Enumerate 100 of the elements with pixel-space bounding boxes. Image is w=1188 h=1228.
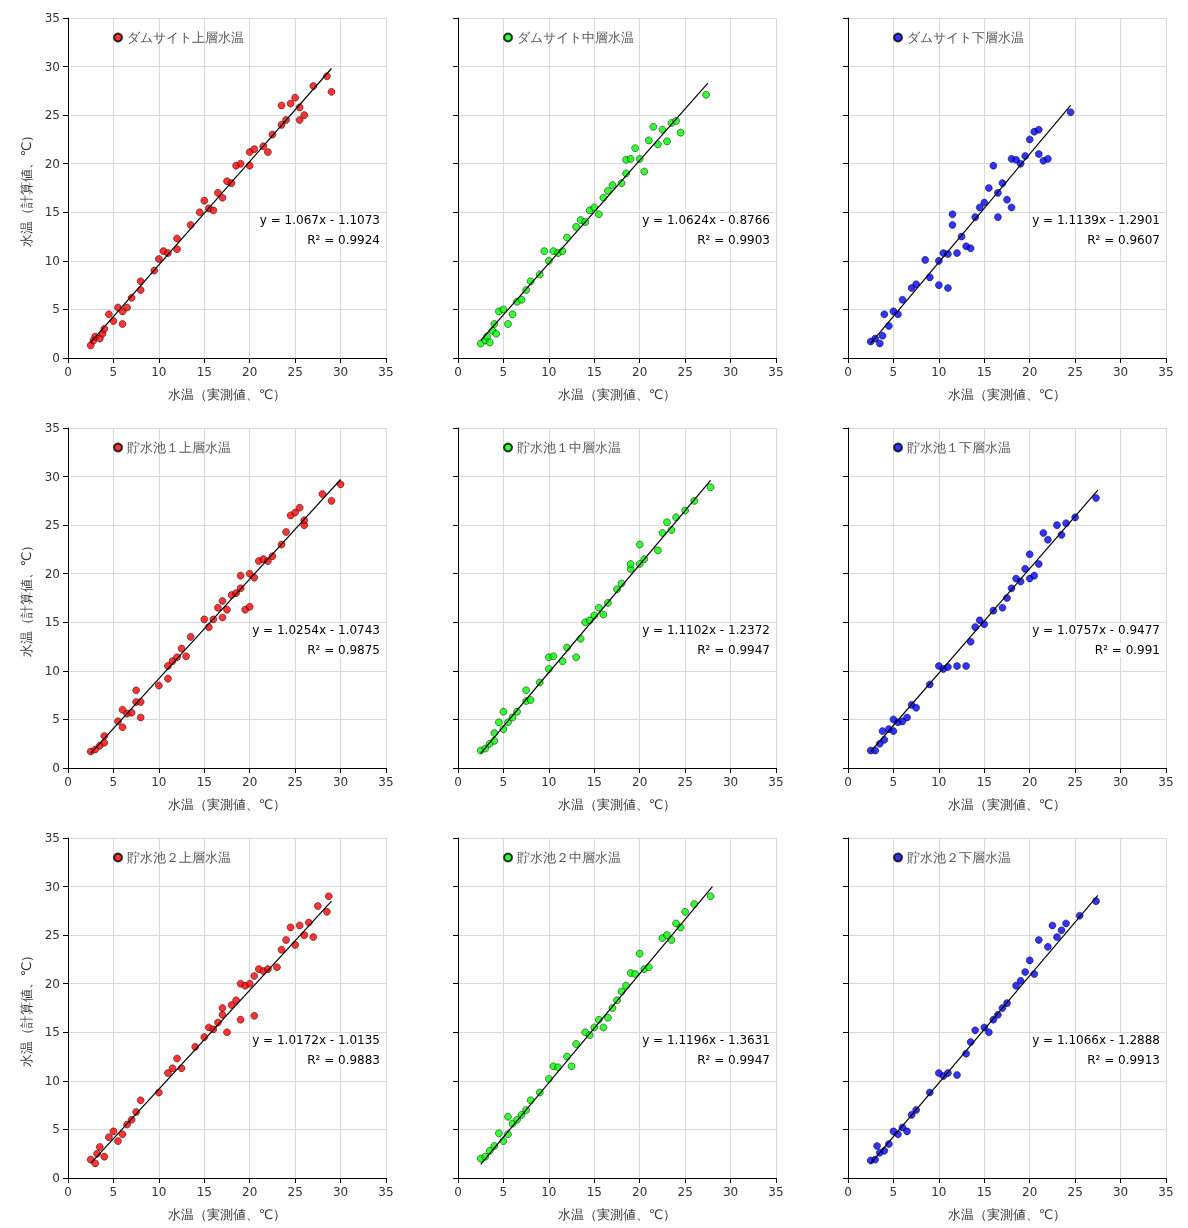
x-tick-label: 30 bbox=[722, 365, 739, 379]
x-tick-label: 35 bbox=[1158, 365, 1174, 379]
y-tick-label: 35 bbox=[44, 11, 60, 25]
x-tick-label: 0 bbox=[64, 365, 72, 379]
x-tick-label: 30 bbox=[1112, 365, 1129, 379]
x-tick-label: 25 bbox=[1067, 775, 1083, 789]
annotation: y = 1.0172x - 1.0135 bbox=[252, 1033, 381, 1047]
y-tick-label: 35 bbox=[44, 421, 60, 435]
y-tick-label: 25 bbox=[44, 518, 60, 533]
x-tick-label: 10 bbox=[541, 1185, 557, 1199]
x-tick-label: 20 bbox=[242, 1185, 258, 1199]
x-tick-label: 25 bbox=[1067, 365, 1083, 379]
annotation: y = 1.0624x - 0.8766 bbox=[642, 213, 771, 227]
y-tick-label: 20 bbox=[44, 976, 60, 991]
x-tick-label: 35 bbox=[378, 1185, 394, 1199]
x-tick-label: 35 bbox=[768, 1185, 784, 1199]
legend-label: 貯水池１上層水温 bbox=[127, 440, 231, 455]
legend-label: ダムサイト上層水温 bbox=[127, 30, 244, 45]
y-tick-label: 10 bbox=[44, 663, 60, 678]
x-tick-label: 25 bbox=[287, 1185, 303, 1199]
annotation: y = 1.0254x - 1.0743 bbox=[252, 623, 381, 637]
x-tick-label: 10 bbox=[931, 775, 947, 789]
y-tick-label: 25 bbox=[44, 928, 60, 943]
x-tick-label: 20 bbox=[1022, 775, 1038, 789]
y-tick-label: 5 bbox=[52, 302, 60, 317]
x-tick-label: 35 bbox=[768, 365, 784, 379]
x-axis-title: 水温（実測値、℃） bbox=[947, 387, 1067, 402]
x-tick-label: 20 bbox=[1022, 1185, 1038, 1199]
x-tick-label: 10 bbox=[151, 365, 167, 379]
annotation: y = 1.1102x - 1.2372 bbox=[642, 623, 771, 637]
x-tick-label: 5 bbox=[499, 775, 508, 789]
y-tick-label: 30 bbox=[44, 879, 60, 894]
x-tick-label: 30 bbox=[722, 775, 739, 789]
x-tick-label: 30 bbox=[332, 1185, 349, 1199]
x-tick-label: 0 bbox=[844, 775, 852, 789]
x-axis-title: 水温（実測値、℃） bbox=[167, 797, 287, 812]
y-tick-label: 15 bbox=[44, 615, 60, 630]
annotation: R² = 0.9883 bbox=[307, 1053, 381, 1067]
annotation: R² = 0.9903 bbox=[697, 233, 771, 247]
x-tick-label: 20 bbox=[1022, 365, 1038, 379]
x-tick-label: 20 bbox=[242, 775, 258, 789]
legend-label: 貯水池２中層水温 bbox=[517, 850, 621, 865]
y-tick-label: 0 bbox=[52, 1171, 60, 1185]
annotation: y = 1.1066x - 1.2888 bbox=[1032, 1033, 1161, 1047]
x-tick-label: 25 bbox=[677, 1185, 693, 1199]
x-tick-label: 35 bbox=[1158, 775, 1174, 789]
x-tick-label: 0 bbox=[454, 365, 462, 379]
legend-label: ダムサイト下層水温 bbox=[907, 30, 1024, 45]
legend-label: 貯水池２下層水温 bbox=[907, 850, 1011, 865]
x-tick-label: 10 bbox=[541, 365, 557, 379]
x-tick-label: 20 bbox=[242, 365, 258, 379]
x-tick-label: 0 bbox=[64, 1185, 72, 1199]
x-tick-label: 35 bbox=[768, 775, 784, 789]
x-tick-label: 20 bbox=[632, 1185, 648, 1199]
x-tick-label: 20 bbox=[632, 775, 648, 789]
y-tick-label: 25 bbox=[44, 108, 60, 123]
x-tick-label: 5 bbox=[889, 365, 898, 379]
y-axis-title: 水温（計算値、℃） bbox=[19, 128, 34, 248]
y-tick-label: 0 bbox=[52, 351, 60, 365]
x-tick-label: 10 bbox=[931, 1185, 947, 1199]
annotation: y = 1.1139x - 1.2901 bbox=[1032, 213, 1161, 227]
y-tick-label: 5 bbox=[52, 712, 60, 727]
y-axis-title: 水温（計算値、℃） bbox=[19, 948, 34, 1068]
x-tick-label: 0 bbox=[844, 365, 852, 379]
x-tick-label: 30 bbox=[722, 1185, 739, 1199]
annotation: R² = 0.991 bbox=[1094, 643, 1160, 657]
x-tick-label: 0 bbox=[454, 1185, 462, 1199]
y-axis-title: 水温（計算値、℃） bbox=[19, 538, 34, 658]
x-tick-label: 30 bbox=[332, 365, 349, 379]
x-tick-label: 5 bbox=[109, 365, 118, 379]
y-tick-label: 15 bbox=[44, 205, 60, 220]
y-tick-label: 5 bbox=[52, 1122, 60, 1137]
x-tick-label: 15 bbox=[976, 1185, 992, 1199]
x-tick-label: 35 bbox=[1158, 1185, 1174, 1199]
x-tick-label: 15 bbox=[976, 775, 992, 789]
x-tick-label: 25 bbox=[287, 775, 303, 789]
x-axis-title: 水温（実測値、℃） bbox=[947, 1207, 1067, 1222]
x-axis-title: 水温（実測値、℃） bbox=[557, 797, 677, 812]
legend-label: 貯水池１下層水温 bbox=[907, 440, 1011, 455]
y-tick-label: 30 bbox=[44, 59, 60, 74]
x-tick-label: 35 bbox=[378, 365, 394, 379]
annotation: R² = 0.9947 bbox=[697, 1053, 771, 1067]
y-tick-label: 20 bbox=[44, 566, 60, 581]
y-tick-label: 10 bbox=[44, 253, 60, 268]
x-tick-label: 25 bbox=[1067, 1185, 1083, 1199]
annotation: R² = 0.9875 bbox=[307, 643, 381, 657]
x-axis-title: 水温（実測値、℃） bbox=[557, 387, 677, 402]
x-tick-label: 10 bbox=[541, 775, 557, 789]
x-tick-label: 15 bbox=[976, 365, 992, 379]
x-tick-label: 15 bbox=[586, 365, 602, 379]
y-tick-label: 10 bbox=[44, 1073, 60, 1088]
annotation: R² = 0.9607 bbox=[1087, 233, 1161, 247]
x-axis-title: 水温（実測値、℃） bbox=[557, 1207, 677, 1222]
annotation: y = 1.1196x - 1.3631 bbox=[642, 1033, 771, 1047]
x-tick-label: 10 bbox=[151, 1185, 167, 1199]
legend-label: 貯水池１中層水温 bbox=[517, 440, 621, 455]
x-tick-label: 30 bbox=[332, 775, 349, 789]
annotation: R² = 0.9947 bbox=[697, 643, 771, 657]
y-tick-label: 0 bbox=[52, 761, 60, 775]
x-tick-label: 0 bbox=[454, 775, 462, 789]
